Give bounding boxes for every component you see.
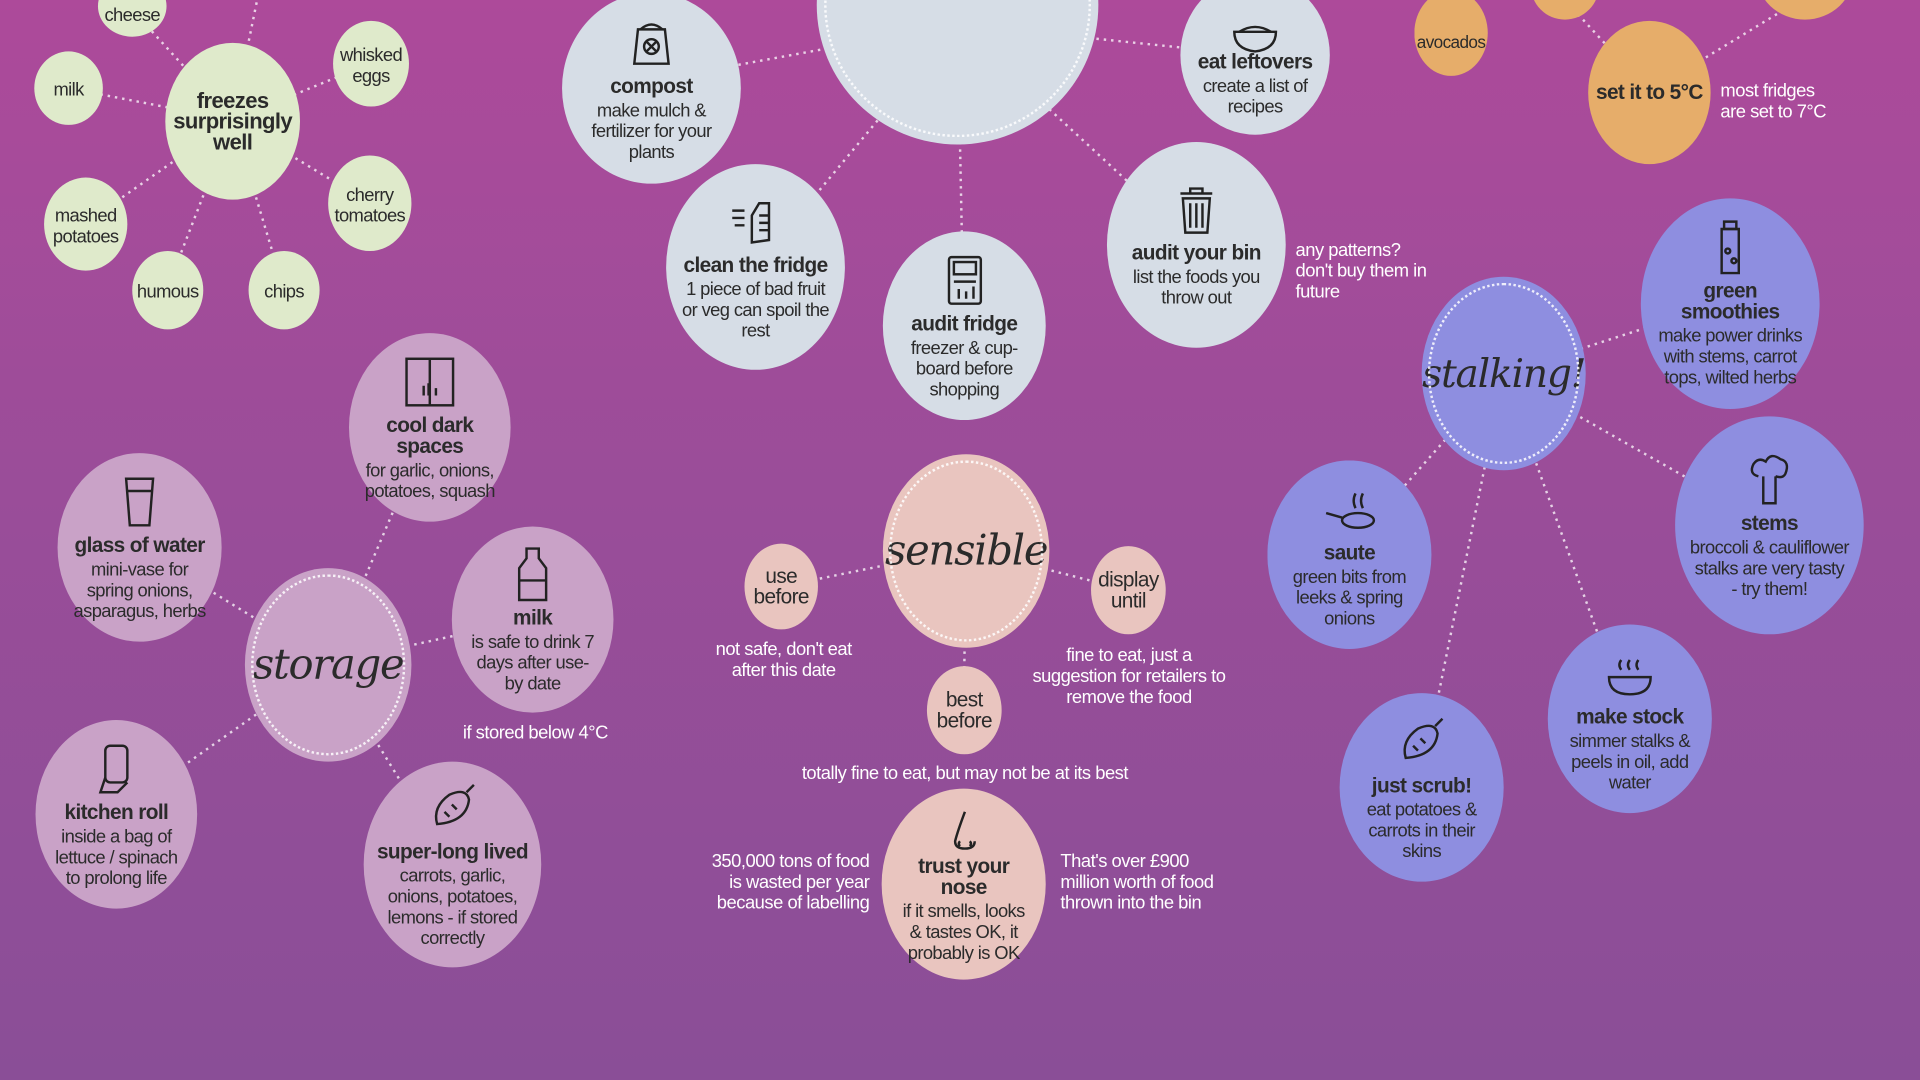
- sweet-potato-icon: [1393, 713, 1449, 769]
- audit-bin-bubble: audit your bin list the foods you throw …: [1106, 142, 1286, 348]
- smoothie-bottle-icon: [1702, 219, 1758, 275]
- hub-ring: [251, 574, 406, 756]
- make-stock-bubble: make stock simmer stalks & peels in oil,…: [1547, 624, 1712, 814]
- sensible-hub: sensible: [882, 454, 1050, 648]
- use-before-bubble: use before: [744, 543, 818, 630]
- hub-ring: [1427, 282, 1580, 465]
- fridge-temp-note: most fridges are set to 7°C: [1720, 80, 1827, 123]
- set-temp-bubble: set it to 5°C: [1588, 20, 1711, 165]
- bowl-icon: [1227, 10, 1283, 53]
- milk-note: if stored below 4°C: [462, 722, 609, 744]
- avocados-bubble: avocados: [1414, 0, 1488, 76]
- milk-bubble: milk is safe to drink 7 days after use-b…: [451, 526, 614, 713]
- eat-leftovers-bubble: eat leftovers create a list of recipes: [1180, 0, 1330, 135]
- audit-fridge-bubble: audit fridge freezer & cup-board before …: [882, 231, 1046, 421]
- display-until-bubble: display until: [1091, 546, 1166, 635]
- money-waste-note: That's over £900 million worth of food t…: [1060, 851, 1214, 914]
- just-scrub-bubble: just scrub! eat potatoes & carrots in th…: [1339, 693, 1504, 882]
- stems-bubble: stems broccoli & cauliflower stalks are …: [1675, 416, 1864, 635]
- broccoli-icon: [1741, 451, 1797, 507]
- clean-fridge-bubble: clean the fridge 1 piece of bad fruit or…: [666, 164, 845, 370]
- freeze-item-whisked-eggs: whisked eggs: [333, 20, 409, 107]
- cupboard-icon: [402, 353, 458, 409]
- freeze-item-cherry-tomatoes: cherry tomatoes: [328, 155, 412, 252]
- trust-your-nose-bubble: trust your nose if it smells, looks & ta…: [881, 788, 1046, 980]
- glass-icon: [111, 473, 167, 529]
- sweet-potato-icon: [424, 780, 480, 836]
- cool-dark-spaces-bubble: cool dark spaces for garlic, onions, pot…: [348, 333, 511, 522]
- green-smoothies-bubble: green smoothies make power drinks with s…: [1640, 198, 1820, 409]
- freeze-hub: freezes surprisingly well: [165, 42, 301, 200]
- bin-icon: [1168, 181, 1224, 237]
- super-long-lived-bubble: super-long lived carrots, garlic, onions…: [363, 761, 542, 968]
- soup-bowl-icon: [1602, 645, 1658, 701]
- audit-bin-note: any patterns? don't buy them in future: [1295, 240, 1427, 303]
- best-before-bubble: best before: [926, 666, 1002, 755]
- freeze-item-mashed-potatoes: mashed potatoes: [44, 177, 128, 271]
- freeze-item-humous: humous: [132, 251, 204, 330]
- storage-hub: storage: [244, 568, 412, 762]
- glass-of-water-bubble: glass of water mini-vase for spring onio…: [57, 453, 222, 642]
- use-before-note: not safe, don't eat after this date: [715, 639, 853, 681]
- kitchen-roll-bubble: kitchen roll inside a bag of lettuce / s…: [35, 720, 198, 909]
- freeze-item-chips: chips: [248, 251, 320, 330]
- labelling-waste-note: 350,000 tons of food is wasted per year …: [711, 851, 870, 914]
- compost-bag-icon: [623, 14, 679, 70]
- hub-ring: [888, 460, 1044, 642]
- compost-bubble: compost make mulch & fertilizer for your…: [562, 0, 741, 184]
- fridge-icon: [936, 252, 992, 308]
- nose-icon: [936, 804, 992, 851]
- best-before-note: totally fine to eat, but may not be at i…: [801, 762, 1129, 784]
- stalking-hub: stalking!: [1421, 276, 1586, 471]
- wiping-hand-icon: [727, 193, 783, 249]
- milk-bottle-icon: [504, 546, 560, 602]
- frying-pan-icon: [1321, 481, 1377, 537]
- saute-bubble: saute green bits from leeks & spring oni…: [1267, 460, 1432, 649]
- display-until-note: fine to eat, just a suggestion for retai…: [1032, 645, 1226, 708]
- freeze-item-milk: milk: [34, 51, 103, 125]
- kitchen-roll-icon: [88, 740, 144, 796]
- partial-orange-bubble-1: [1530, 0, 1600, 20]
